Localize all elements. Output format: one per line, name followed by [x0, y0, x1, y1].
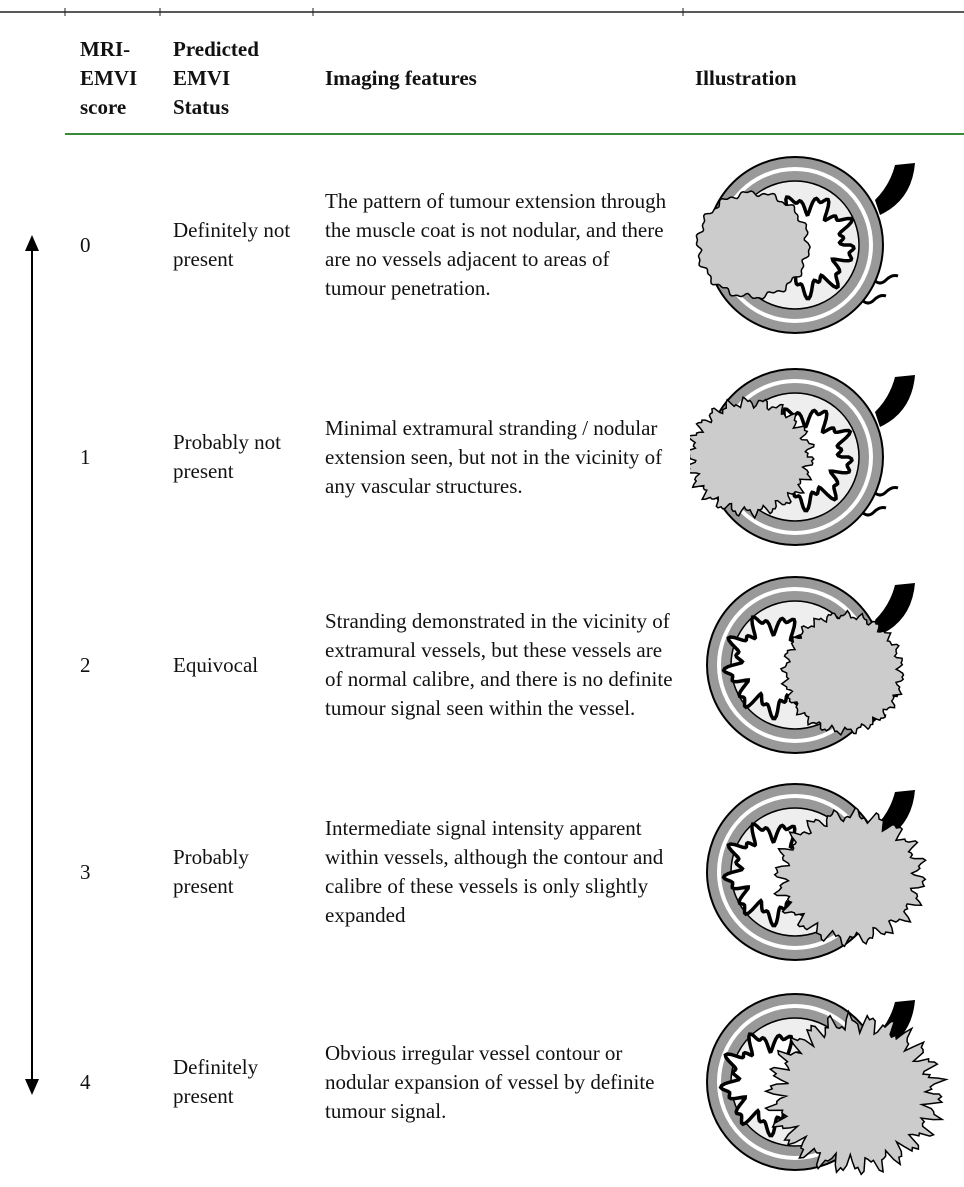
table-row: 1 Probably not present Minimal extramural …: [0, 352, 964, 562]
table-row: 2 Equivocal Stranding demonstrated in the …: [0, 560, 964, 770]
tumour: [773, 806, 927, 948]
cell-features: Stranding demonstrated in the vicinity o…: [325, 609, 673, 720]
illustration: [690, 368, 915, 546]
page: MRI-EMVI score Predicted EMVI Status Ima…: [0, 8, 964, 1176]
cell-score: 3: [80, 859, 91, 884]
illustration: [706, 993, 949, 1176]
rules: [0, 8, 964, 135]
illustration: [706, 576, 915, 754]
vessel: [875, 163, 915, 215]
vessel: [875, 583, 915, 635]
illustration: [695, 156, 915, 334]
vessel: [875, 375, 915, 427]
table-row: 0 Definitely not present The pattern of tu…: [0, 140, 964, 350]
cell-status: Definitely present: [173, 1055, 259, 1108]
cell-features: Obvious irregular vessel contour or nodu…: [325, 1040, 655, 1123]
tumour: [695, 190, 811, 300]
cell-features: Intermediate signal intensity apparent w…: [325, 816, 664, 927]
cell-score: 2: [80, 652, 91, 677]
header-illustration: Illustration: [695, 65, 797, 90]
header-status: Predicted EMVI Status: [173, 36, 259, 119]
cell-score: 4: [80, 1069, 91, 1094]
cell-status: Probably not present: [173, 430, 281, 483]
scale-arrow: [25, 235, 39, 1095]
tumour: [779, 609, 905, 737]
cell-status: Equivocal: [173, 652, 259, 677]
cell-features: Minimal extramural stranding / nodular e…: [325, 415, 663, 498]
cell-score: 1: [80, 444, 91, 469]
cell-status: Definitely not present: [173, 218, 291, 271]
cell-score: 0: [80, 232, 91, 257]
tumour: [690, 395, 815, 520]
cell-status: Probably present: [173, 845, 249, 898]
table-row: 3 Probably present Intermediate signal int…: [0, 767, 964, 977]
table-row: 4 Definitely present Obvious irregular ves…: [0, 977, 964, 1187]
illustration: [706, 783, 927, 961]
header-score: MRI-EMVI score: [80, 36, 138, 119]
header-features: Imaging features: [325, 65, 477, 90]
cell-features: The pattern of tumour extension through …: [325, 189, 667, 300]
